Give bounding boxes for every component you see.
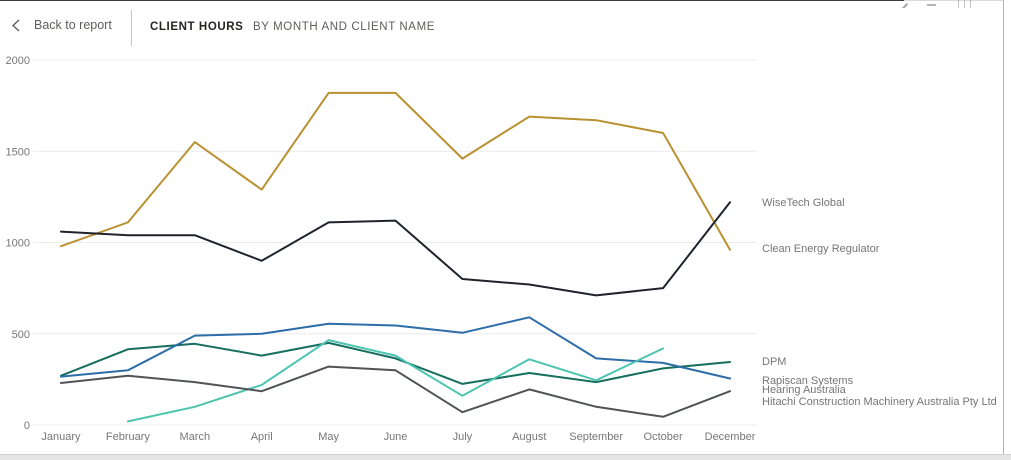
window-top-edge bbox=[0, 0, 904, 1]
y-tick-1500: 1500 bbox=[6, 146, 30, 158]
chart-title: CLIENT HOURS bbox=[150, 21, 244, 33]
series-line-hitachi-construction-machinery-australia-pty-ltd[interactable] bbox=[60, 365, 731, 418]
focus-mode-header: Back to report CLIENT HOURS BY MONTH AND… bbox=[0, 8, 1011, 48]
x-label-september: September bbox=[569, 431, 623, 443]
chart-subtitle: BY MONTH AND CLIENT NAME bbox=[253, 21, 436, 33]
x-label-june: June bbox=[384, 431, 408, 443]
series-label-hearing-australia: Hearing Australia bbox=[762, 384, 847, 396]
x-label-january: January bbox=[41, 431, 81, 443]
series-line-wisetech-global[interactable] bbox=[60, 201, 731, 297]
bottom-scrollbar-track[interactable] bbox=[0, 454, 1011, 460]
back-to-report-button[interactable]: Back to report bbox=[12, 18, 112, 32]
grid-icon[interactable] bbox=[958, 0, 972, 8]
series-label-dpm: DPM bbox=[762, 356, 786, 368]
series-label-hitachi-construction-machinery-australia-pty-ltd: Hitachi Construction Machinery Australia… bbox=[762, 396, 997, 408]
y-tick-500: 500 bbox=[12, 329, 30, 341]
series-line-clean-energy-regulator[interactable] bbox=[60, 91, 731, 251]
y-tick-2000: 2000 bbox=[6, 55, 30, 67]
y-tick-0: 0 bbox=[24, 420, 30, 432]
x-label-may: May bbox=[318, 431, 339, 443]
series-label-wisetech-global: WiseTech Global bbox=[762, 197, 845, 209]
series-line-rapiscan-systems[interactable] bbox=[60, 316, 731, 380]
x-label-july: July bbox=[453, 431, 473, 443]
header-divider bbox=[131, 10, 132, 46]
x-label-february: February bbox=[106, 431, 151, 443]
series-line-dpm[interactable] bbox=[60, 341, 731, 385]
series-label-clean-energy-regulator: Clean Energy Regulator bbox=[762, 243, 880, 255]
minus-icon[interactable] bbox=[927, 0, 937, 8]
x-label-march: March bbox=[180, 431, 211, 443]
x-label-october: October bbox=[644, 431, 683, 443]
x-label-august: August bbox=[512, 431, 546, 443]
chevron-left-icon bbox=[12, 18, 20, 32]
y-tick-1000: 1000 bbox=[6, 238, 30, 250]
window-top-edge-light bbox=[904, 0, 1004, 1]
x-label-december: December bbox=[705, 431, 756, 443]
back-to-report-label: Back to report bbox=[34, 18, 112, 32]
series-line-hearing-australia[interactable] bbox=[126, 339, 665, 423]
panel-right-border bbox=[1003, 0, 1004, 454]
series-label-rapiscan-systems: Rapiscan Systems bbox=[762, 375, 854, 387]
x-label-april: April bbox=[251, 431, 273, 443]
